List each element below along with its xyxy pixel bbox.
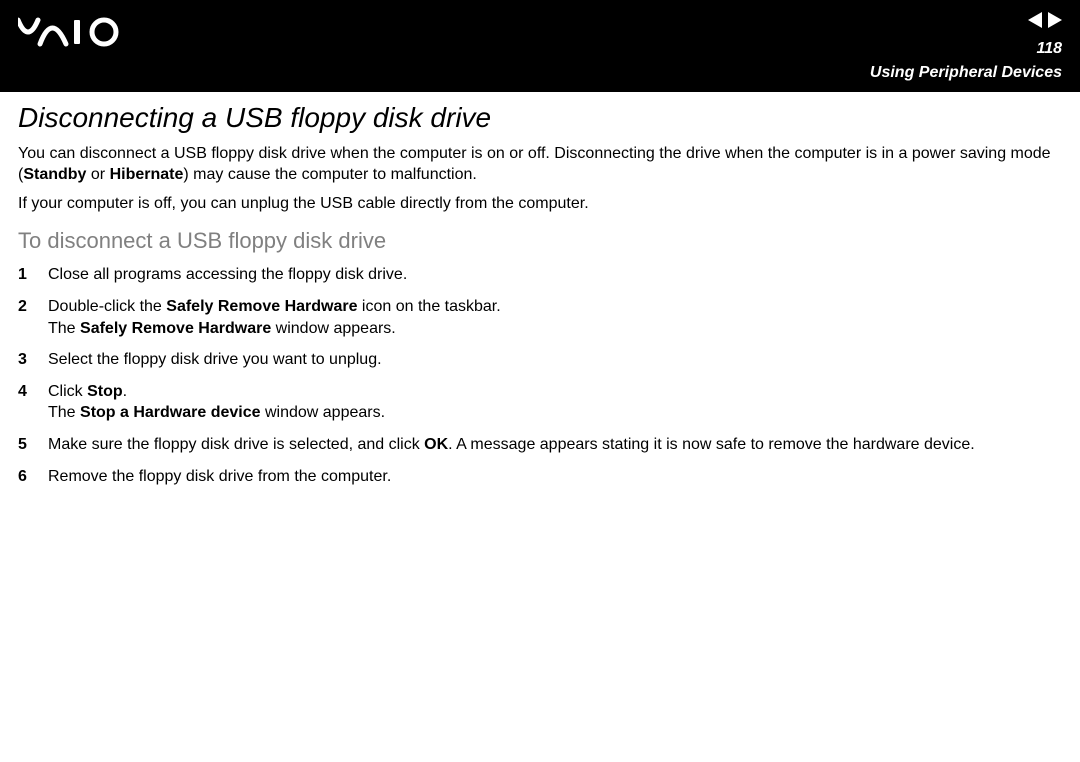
step-text: window appears. xyxy=(271,320,396,337)
page-header: 118 Using Peripheral Devices xyxy=(0,0,1080,92)
step-text: The xyxy=(48,404,80,421)
step-text: Double-click the xyxy=(48,298,166,315)
bold-text: Safely Remove Hardware xyxy=(166,298,357,315)
procedure-steps: Close all programs accessing the floppy … xyxy=(18,264,1062,487)
page-content: Disconnecting a USB floppy disk drive Yo… xyxy=(0,92,1080,487)
bold-text: Stop a Hardware device xyxy=(80,404,261,421)
step-4: Click Stop. The Stop a Hardware device w… xyxy=(18,381,1062,424)
step-2: Double-click the Safely Remove Hardware … xyxy=(18,296,1062,339)
step-text: . A message appears stating it is now sa… xyxy=(448,436,975,453)
step-text: Select the floppy disk drive you want to… xyxy=(48,351,382,368)
prev-page-arrow-icon[interactable] xyxy=(1028,12,1042,28)
intro-paragraph-2: If your computer is off, you can unplug … xyxy=(18,194,1062,215)
bold-text: OK xyxy=(424,436,448,453)
text: ) may cause the computer to malfunction. xyxy=(183,166,476,183)
procedure-heading: To disconnect a USB floppy disk drive xyxy=(18,228,1062,254)
step-1: Close all programs accessing the floppy … xyxy=(18,264,1062,286)
step-text: window appears. xyxy=(261,404,386,421)
step-text: icon on the taskbar. xyxy=(357,298,500,315)
next-page-arrow-icon[interactable] xyxy=(1048,12,1062,28)
text: or xyxy=(86,166,109,183)
section-name: Using Peripheral Devices xyxy=(870,64,1062,82)
bold-text: Safely Remove Hardware xyxy=(80,320,271,337)
step-6: Remove the floppy disk drive from the co… xyxy=(18,466,1062,488)
intro-paragraph-1: You can disconnect a USB floppy disk dri… xyxy=(18,144,1062,186)
step-text: Close all programs accessing the floppy … xyxy=(48,266,407,283)
bold-hibernate: Hibernate xyxy=(110,166,184,183)
bold-standby: Standby xyxy=(23,166,86,183)
step-5: Make sure the floppy disk drive is selec… xyxy=(18,434,1062,456)
step-text: . xyxy=(123,383,127,400)
step-text: The xyxy=(48,320,80,337)
step-text: Make sure the floppy disk drive is selec… xyxy=(48,436,424,453)
page-title: Disconnecting a USB floppy disk drive xyxy=(18,102,1062,134)
nav-arrows xyxy=(1028,12,1062,28)
bold-text: Stop xyxy=(87,383,123,400)
step-3: Select the floppy disk drive you want to… xyxy=(18,349,1062,371)
step-text: Remove the floppy disk drive from the co… xyxy=(48,468,391,485)
vaio-logo xyxy=(18,16,128,48)
step-text: Click xyxy=(48,383,87,400)
page-number: 118 xyxy=(1036,40,1062,58)
